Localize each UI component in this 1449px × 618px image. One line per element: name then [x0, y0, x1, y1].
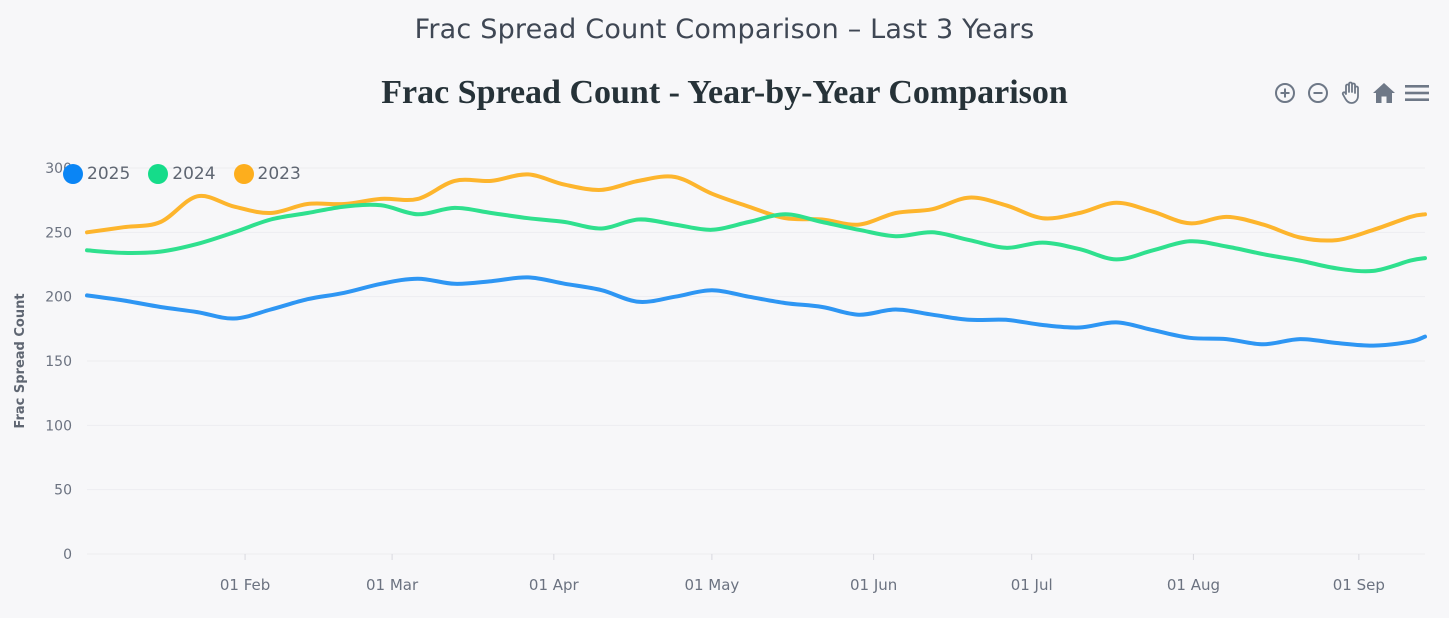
y-tick-label: 100	[45, 418, 72, 434]
y-tick-label: 250	[45, 225, 72, 241]
series-line-2024	[85, 202, 1427, 274]
page-title: Frac Spread Count Comparison – Last 3 Ye…	[414, 14, 1035, 45]
pan-hand-icon[interactable]	[1339, 80, 1363, 106]
y-tick-label: 50	[54, 483, 72, 499]
chart-container: 0 50 100 150 200 250 300 01 Feb 01 Mar 01 Apr 01 M…	[0, 60, 1449, 618]
zoom-out-icon[interactable]	[1306, 80, 1330, 106]
menu-icon[interactable]	[1405, 80, 1429, 106]
legend-label-2024: 2024	[172, 164, 216, 184]
legend-item-2024[interactable]: 2024	[148, 164, 216, 184]
zoom-in-icon[interactable]	[1273, 80, 1297, 106]
legend-marker-2024	[148, 164, 169, 184]
chart-toolbar	[1273, 80, 1429, 106]
legend-item-2025[interactable]: 2025	[63, 164, 130, 184]
legend-item-2023[interactable]: 2023	[233, 164, 301, 184]
x-tick-label: 01 May	[684, 576, 739, 594]
legend-marker-2025	[63, 164, 83, 184]
y-tick-label: 150	[45, 354, 72, 370]
x-tick-label: 01 Feb	[220, 576, 270, 594]
y-axis-title: Frac Spread Count	[13, 293, 28, 428]
y-tick-label: 200	[45, 290, 72, 306]
chart-title: Frac Spread Count - Year-by-Year Compari…	[381, 74, 1068, 111]
chart-legend: 2025 2024 2023	[63, 164, 301, 184]
x-tick-label: 01 Jun	[850, 576, 897, 594]
x-tick-label: 01 Apr	[529, 576, 580, 594]
legend-label-2023: 2023	[257, 164, 301, 184]
series-line-2025	[85, 275, 1427, 348]
legend-label-2025: 2025	[87, 164, 131, 184]
legend-marker-2023	[233, 164, 254, 184]
y-tick-label: 0	[63, 547, 72, 563]
home-icon[interactable]	[1372, 80, 1396, 106]
x-tick-label: 01 Jul	[1011, 576, 1053, 594]
series-line-2023	[85, 172, 1427, 243]
x-tick-label: 01 Mar	[366, 576, 419, 594]
x-tick-label: 01 Sep	[1333, 576, 1385, 594]
x-tick-label: 01 Aug	[1167, 576, 1220, 594]
